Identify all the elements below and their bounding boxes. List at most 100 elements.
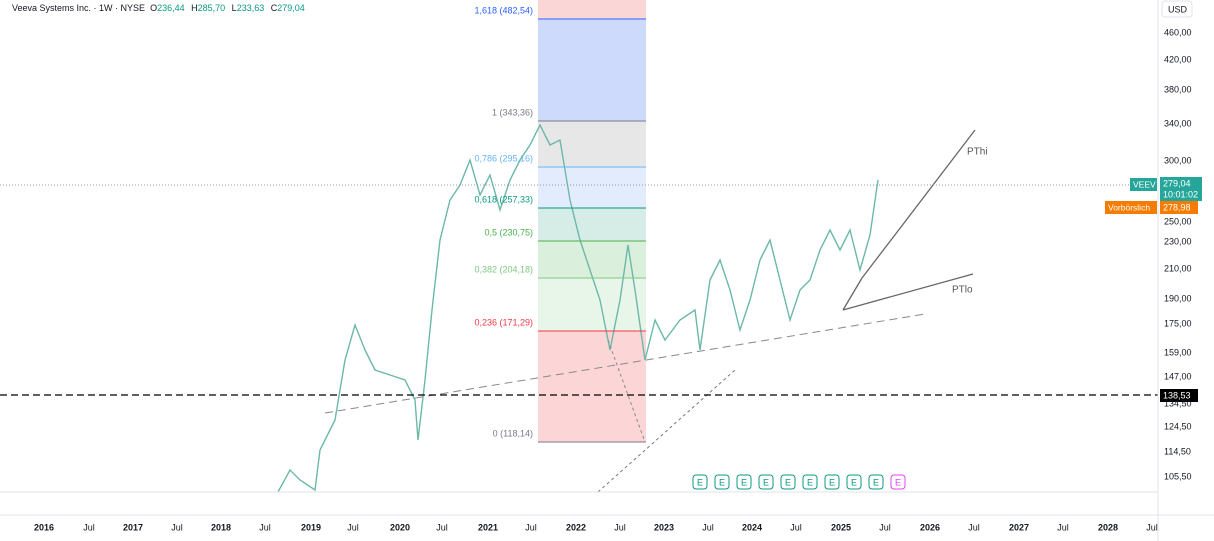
fib-level-label: 0,5 (230,75) <box>484 227 533 237</box>
price-badge <box>1160 177 1202 201</box>
time-tick-label: Jul <box>879 522 891 532</box>
fib-level-label: 0,618 (257,33) <box>474 194 533 204</box>
premarket-price-badge <box>1160 201 1198 214</box>
price-tick-label: 420,00 <box>1164 54 1192 64</box>
pthi-line <box>861 129 976 279</box>
earnings-label: E <box>763 477 769 487</box>
ohlc-value: 285,70 <box>197 3 226 13</box>
premarket-badge <box>1105 201 1157 214</box>
time-tick-label: Jul <box>171 522 183 532</box>
price-tick-label: 300,00 <box>1164 155 1192 165</box>
premarket-label: Vorbörslich <box>1108 202 1150 212</box>
earnings-marker[interactable] <box>714 474 730 490</box>
earnings-marker[interactable] <box>868 474 884 490</box>
fib-zone <box>538 331 646 442</box>
symbol-badge-text: VEEV <box>1133 179 1156 189</box>
earnings-marker[interactable] <box>736 474 752 490</box>
ohlc-key: H <box>191 3 198 13</box>
currency-label: USD <box>1168 4 1188 14</box>
time-tick-label: Jul <box>83 522 95 532</box>
fib-level-label: 1 (343,36) <box>492 107 533 117</box>
time-tick-label: 2027 <box>1009 522 1029 532</box>
time-tick-label: 2021 <box>478 522 498 532</box>
earnings-label: E <box>697 477 703 487</box>
fib-zone <box>538 278 646 331</box>
earnings-label: E <box>807 477 813 487</box>
symbol-title: Veeva Systems Inc. · 1W · NYSE <box>12 3 146 13</box>
time-tick-label: Jul <box>968 522 980 532</box>
level-badge <box>1160 389 1198 402</box>
price-tick-label: 250,00 <box>1164 216 1192 226</box>
fib-zone <box>538 19 646 121</box>
price-tick-label: 380,00 <box>1164 84 1192 94</box>
premarket-price: 278,98 <box>1163 202 1191 212</box>
earnings-label: E <box>851 477 857 487</box>
price-tick-label: 159,00 <box>1164 347 1192 357</box>
fib-level-label: 0,786 (295,16) <box>474 153 533 163</box>
symbol-header: Veeva Systems Inc. · 1W · NYSE O236,44 H… <box>12 3 309 13</box>
time-tick-label: 2028 <box>1098 522 1118 532</box>
price-path <box>277 123 879 493</box>
time-tick-label: Jul <box>790 522 802 532</box>
time-tick-label: 2024 <box>742 522 762 532</box>
ohlc-value: 236,44 <box>157 3 185 13</box>
earnings-label: E <box>719 477 725 487</box>
time-tick-label: 2018 <box>211 522 231 532</box>
earnings-label: E <box>895 477 901 487</box>
earnings-marker[interactable] <box>890 474 906 490</box>
time-tick-label: 2020 <box>390 522 410 532</box>
price-tick-label: 134,50 <box>1164 398 1192 408</box>
price-tick-label: 460,00 <box>1164 27 1192 37</box>
fib-zone <box>538 167 646 208</box>
earnings-marker[interactable] <box>802 474 818 490</box>
ohlc-value: 233,63 <box>236 3 265 13</box>
price-tick-label: 230,00 <box>1164 236 1192 246</box>
time-tick-label: Jul <box>436 522 448 532</box>
time-tick-label: Jul <box>1146 522 1158 532</box>
time-tick-label: 2017 <box>123 522 143 532</box>
countdown: 10:01:02 <box>1163 189 1198 199</box>
price-tick-label: 190,00 <box>1164 293 1192 303</box>
time-tick-label: 2025 <box>831 522 851 532</box>
price-tick-label: 175,00 <box>1164 318 1192 328</box>
ohlc-key: L <box>231 3 237 13</box>
price-tick-label: 210,00 <box>1164 263 1192 273</box>
pt-connector <box>842 277 863 311</box>
time-tick-label: 2019 <box>301 522 321 532</box>
price-tick-label: 105,50 <box>1164 471 1192 481</box>
time-tick-label: Jul <box>702 522 714 532</box>
currency-button[interactable] <box>1161 0 1193 18</box>
fib-level-label: 0,382 (204,18) <box>474 264 533 274</box>
fib-level-label: 0,236 (171,29) <box>474 317 533 327</box>
fib-level-label: 1,618 (482,54) <box>474 5 533 15</box>
ohlc-key: C <box>270 3 278 13</box>
price-tick-label: 147,00 <box>1164 371 1192 381</box>
time-tick-label: Jul <box>614 522 626 532</box>
earnings-marker[interactable] <box>692 474 708 490</box>
earnings-marker[interactable] <box>846 474 862 490</box>
time-tick-label: Jul <box>347 522 359 532</box>
earnings-marker[interactable] <box>758 474 774 490</box>
earnings-label: E <box>829 477 835 487</box>
earnings-marker[interactable] <box>824 474 840 490</box>
earnings-label: E <box>873 477 879 487</box>
earnings-marker[interactable] <box>780 474 796 490</box>
fib-zone <box>538 208 646 241</box>
time-tick-label: 2026 <box>920 522 940 532</box>
fib-level-label: 0 (118,14) <box>493 428 533 438</box>
earnings-label: E <box>785 477 791 487</box>
time-tick-label: 2016 <box>34 522 54 532</box>
fib-zone <box>538 0 646 19</box>
support-trend-line <box>324 313 926 414</box>
ptlo-line <box>842 273 974 311</box>
time-tick-label: Jul <box>259 522 271 532</box>
last-price: 279,04 <box>1163 178 1191 188</box>
level-price: 138,53 <box>1163 390 1191 400</box>
price-tick-label: 124,50 <box>1164 421 1192 431</box>
annotation: PThi <box>967 147 988 158</box>
time-tick-label: 2022 <box>566 522 586 532</box>
fib-zone <box>538 121 646 167</box>
lower-trend-line <box>597 369 736 493</box>
